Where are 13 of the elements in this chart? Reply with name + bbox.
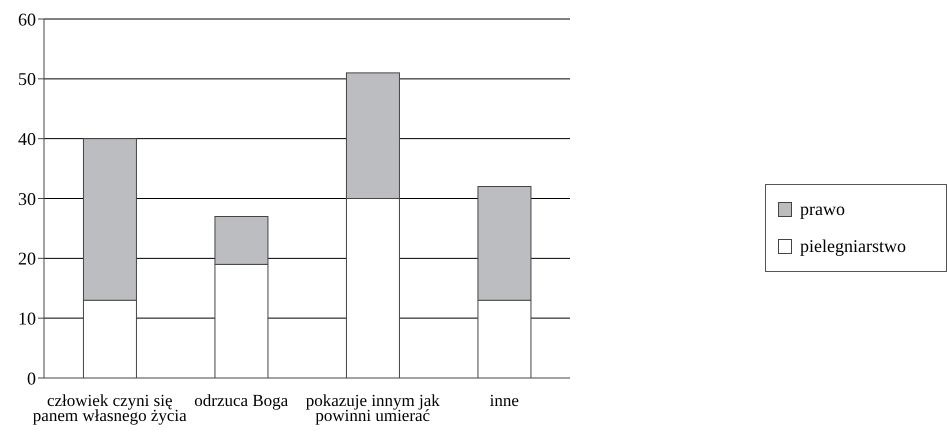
y-tick-label: 10 xyxy=(18,308,36,329)
x-tick-label: odrzuca Boga xyxy=(194,391,289,410)
x-tick-label: inne xyxy=(490,391,519,410)
x-tick-label: człowiek czyni się panem własnego życia xyxy=(32,391,188,425)
y-tick-label: 30 xyxy=(18,188,36,209)
y-tick-label: 20 xyxy=(18,248,36,269)
x-tick-label: pokazuje innym jak powinni umierać xyxy=(306,391,440,425)
y-tick-label: 50 xyxy=(18,69,36,90)
y-tick-label: 60 xyxy=(18,9,36,30)
y-tick-label: 0 xyxy=(27,368,36,388)
legend-label: pielegniarstwo xyxy=(800,236,906,256)
legend-label: prawo xyxy=(800,198,845,220)
y-tick-label: 40 xyxy=(18,129,36,150)
